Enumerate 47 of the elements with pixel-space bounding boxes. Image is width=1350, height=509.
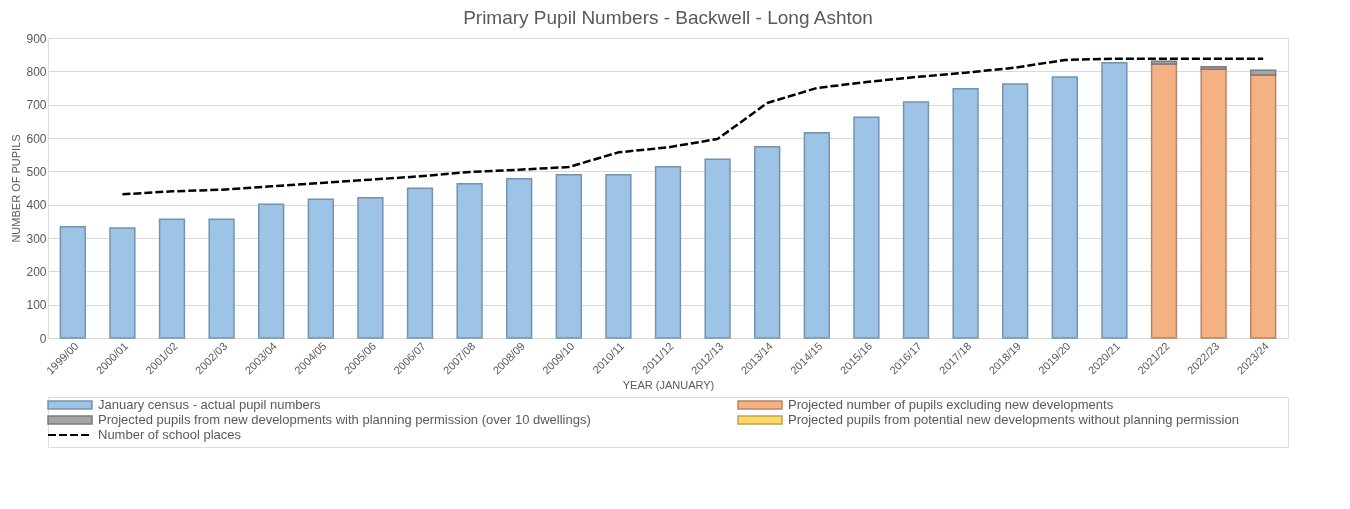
legend-label: Number of school places [98,427,242,442]
bar [158,218,186,339]
bar [853,116,880,339]
bar [1051,76,1078,339]
line-series [121,57,1265,196]
bar [754,145,781,339]
bar [704,158,731,339]
y-tick-label: 200 [26,264,47,279]
legend-label: Projected number of pupils excluding new developments [788,397,1114,412]
bar [1002,83,1029,339]
bar [605,173,632,339]
y-tick-label: 900 [26,31,47,46]
bar [1250,74,1277,339]
bar [258,203,285,339]
bar [654,165,682,339]
bar [307,198,334,339]
chart-title: Primary Pupil Numbers - Backwell - Long Ashton [463,7,873,28]
bar [357,196,384,339]
x-axis-title: YEAR (JANUARY) [622,379,715,392]
bar [59,225,86,339]
bar [1150,63,1178,339]
y-tick-label: 700 [26,98,47,113]
y-tick-label: 0 [39,331,47,346]
y-tick-label: 100 [26,298,47,313]
bar [109,227,136,339]
bar [1200,68,1227,339]
bar [803,131,830,339]
bar [1200,65,1227,71]
legend-label: January census - actual pupil numbers [98,397,322,412]
y-tick-label: 400 [26,198,47,213]
y-tick-label: 600 [26,131,47,146]
y-tick-label: 800 [26,64,47,79]
bar [506,177,533,339]
bar [1101,61,1128,339]
bar [555,173,582,339]
legend-label: Projected pupils from potential new developments without planning permission [788,412,1239,427]
bar [902,101,930,339]
bar [456,182,483,339]
bar [1150,60,1178,65]
bar [952,87,979,339]
y-axis-title: NUMBER OF PUPILS [10,134,23,243]
y-tick-label: 500 [26,164,47,179]
bar [406,187,434,339]
legend-label: Projected pupils from new developments with planning permission (over 10 dwellings) [98,412,591,427]
y-tick-label: 300 [26,231,47,246]
bar [1250,69,1277,76]
bar [208,218,235,339]
